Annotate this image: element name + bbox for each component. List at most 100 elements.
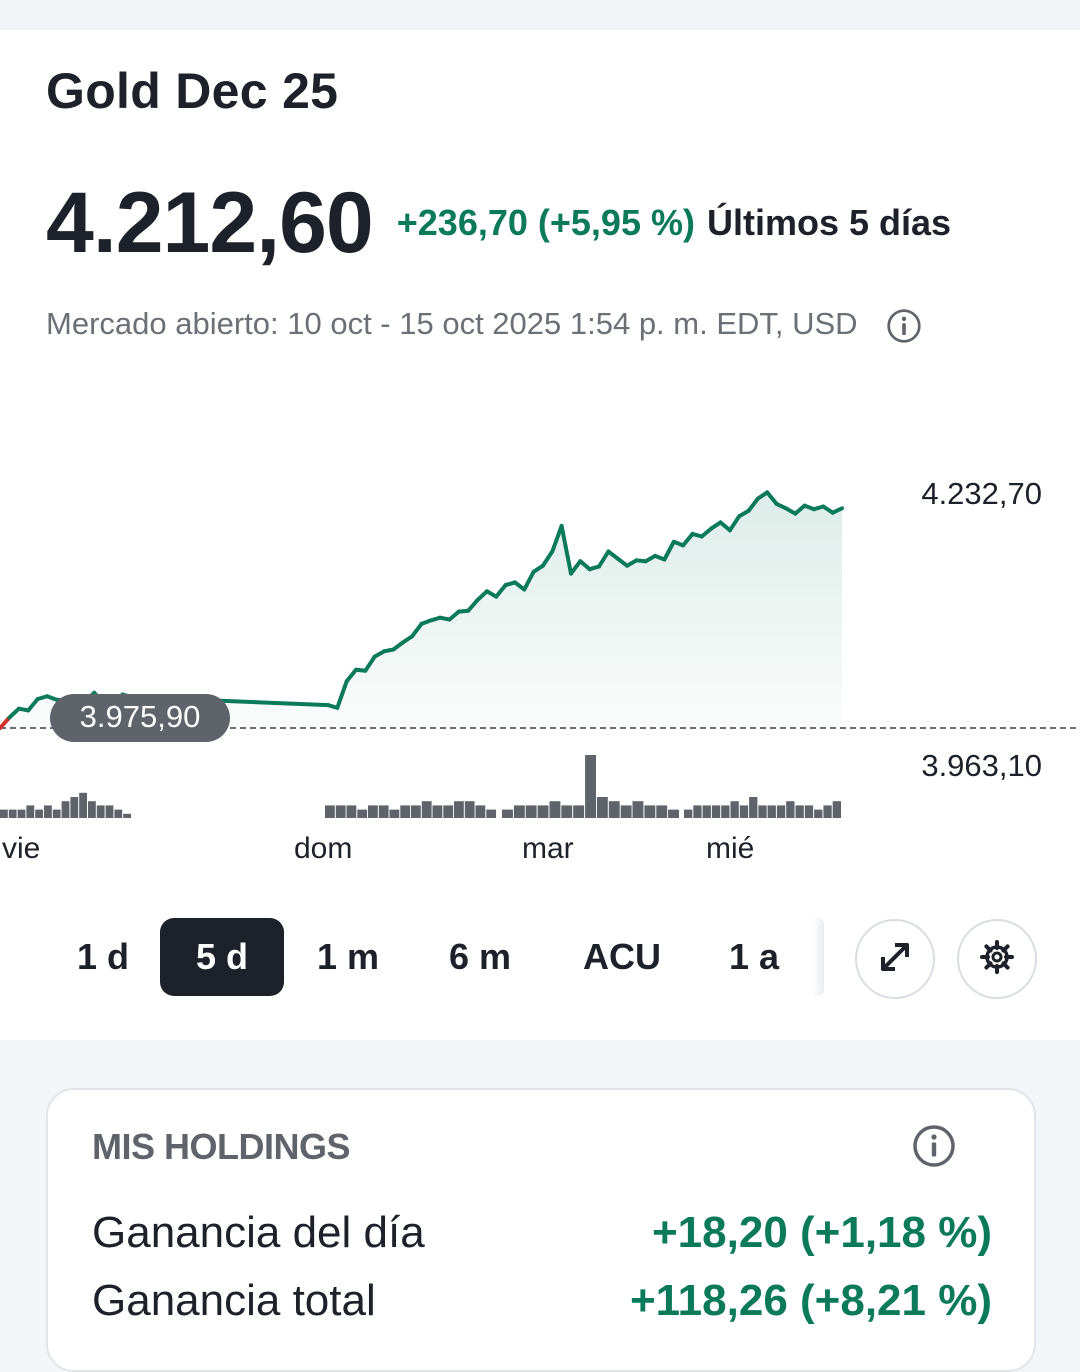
holdings-row-total: Ganancia total +118,26 (+8,21 %): [92, 1276, 992, 1326]
volume-bar: [656, 805, 668, 818]
price-line-segment: [727, 514, 742, 533]
volume-bar: [52, 809, 61, 818]
timeframe-label: 1 a: [728, 936, 780, 977]
holdings-row-label: Ganancia total: [92, 1276, 376, 1325]
expand-button[interactable]: [855, 919, 935, 999]
volume-bar: [702, 805, 711, 818]
price-line-segment: [26, 697, 40, 713]
previous-close-pill: [50, 694, 230, 742]
volume-bar: [814, 809, 823, 818]
info-icon[interactable]: [886, 306, 922, 343]
volume-bar: [368, 805, 378, 818]
volume-bar: [585, 755, 596, 818]
volume-bar: [8, 809, 17, 818]
price-row: 4.212,60 +236,70 (+5,95 %) Últimos 5 día…: [46, 175, 952, 271]
top-strip: [0, 0, 1080, 30]
volume-bar: [17, 809, 26, 818]
volume-bar: [711, 805, 721, 818]
y-high-label: 4.232,70: [921, 476, 1042, 511]
volume-bar: [668, 809, 679, 818]
price-line-segment: [0, 715, 12, 731]
volume-bar: [79, 792, 87, 818]
scroll-fade: [812, 918, 824, 996]
expand-icon: [875, 937, 915, 982]
settings-button[interactable]: [957, 919, 1037, 999]
gear-icon: [977, 937, 1017, 982]
volume-bar: [786, 801, 795, 818]
timeframe-6m[interactable]: 6 m: [412, 918, 548, 996]
page-title: Gold Dec 25: [46, 63, 339, 119]
timeframe-5d[interactable]: 5 d: [160, 918, 284, 996]
holdings-title: MIS HOLDINGS: [92, 1126, 351, 1167]
volume-bar: [44, 805, 52, 818]
volume-bar: [525, 805, 537, 818]
price-line-segment: [681, 531, 695, 548]
volume-bar: [123, 813, 131, 818]
price-line-segment: [475, 589, 489, 603]
volume-bar: [795, 805, 804, 818]
timeframe-label: 5 d: [195, 936, 248, 977]
price-line-segment: [522, 569, 536, 592]
volume-bar: [432, 805, 443, 818]
holdings-row-label: Ganancia del día: [92, 1208, 425, 1257]
volume-bar: [454, 801, 464, 818]
price-line-segment: [540, 549, 555, 568]
volume-bar: [767, 805, 776, 818]
volume-bar: [335, 805, 346, 818]
price-line-segment: [578, 559, 592, 572]
x-tick-label: mié: [706, 832, 754, 865]
period-label: Últimos 5 días: [706, 202, 952, 243]
volume-bar: [61, 801, 70, 818]
timeframe-label: 6 m: [448, 936, 512, 977]
volume-bar: [608, 801, 620, 818]
price-line-segment: [410, 621, 424, 639]
holdings-row-value: +118,26 (+8,21 %): [629, 1276, 992, 1325]
volume-bar: [739, 805, 749, 818]
market-status-row: Mercado abierto: 10 oct - 15 oct 2025 1:…: [46, 300, 922, 348]
price-line-segment: [494, 583, 508, 599]
volume-bar: [88, 801, 96, 818]
price-line-segment: [363, 654, 377, 673]
volume-bar: [644, 805, 656, 818]
volume-bar: [832, 801, 841, 818]
volume-bar: [105, 805, 114, 818]
timeframe-1d[interactable]: 1 d: [46, 918, 160, 996]
price-line-segment: [662, 539, 676, 562]
timeframe-ytd[interactable]: ACU: [548, 918, 696, 996]
volume-bar: [400, 805, 411, 818]
volume-bar: [70, 797, 79, 818]
price-line-segment: [335, 679, 349, 710]
volume-bar: [35, 809, 43, 818]
volume-bar: [357, 809, 368, 818]
volume-bar: [96, 805, 105, 818]
previous-close-label: 3.975,90: [80, 699, 201, 734]
volume-bar: [758, 805, 767, 818]
volume-bar: [804, 805, 814, 818]
volume-bar: [537, 805, 549, 818]
price-line-segment: [597, 549, 611, 569]
price-line-segment: [466, 598, 480, 613]
volume-bar: [411, 805, 421, 818]
timeframe-1y[interactable]: 1 a: [696, 918, 812, 996]
volume-bar: [464, 801, 475, 818]
timeframe-1m[interactable]: 1 m: [284, 918, 412, 996]
y-low-label: 3.963,10: [921, 748, 1042, 783]
price-line-segment: [550, 523, 564, 554]
timeframe-label: 1 d: [76, 936, 129, 977]
volume-bar: [573, 805, 585, 818]
volume-bar: [0, 809, 8, 818]
volume-bar: [475, 805, 486, 818]
price-line-segment: [699, 526, 714, 539]
volume-bar: [513, 805, 525, 818]
chart-area-fill: [0, 492, 842, 729]
price-line-segment: [7, 706, 21, 720]
price-line-segment: [746, 496, 760, 513]
holdings-info-icon[interactable]: [912, 1124, 956, 1168]
price-change: +236,70 (+5,95 %): [396, 202, 695, 243]
timeframe-label: ACU: [583, 936, 661, 977]
volume-bar: [684, 809, 693, 818]
quote-card: Gold Dec 25 4.212,60 +236,70 (+5,95 %) Ú…: [0, 30, 1080, 1040]
price-chart[interactable]: 3.975,90 4.232,70 3.963,10 vie dom mar m…: [0, 380, 1080, 900]
price-line-segment: [765, 490, 779, 506]
price-line-segment: [793, 503, 807, 516]
